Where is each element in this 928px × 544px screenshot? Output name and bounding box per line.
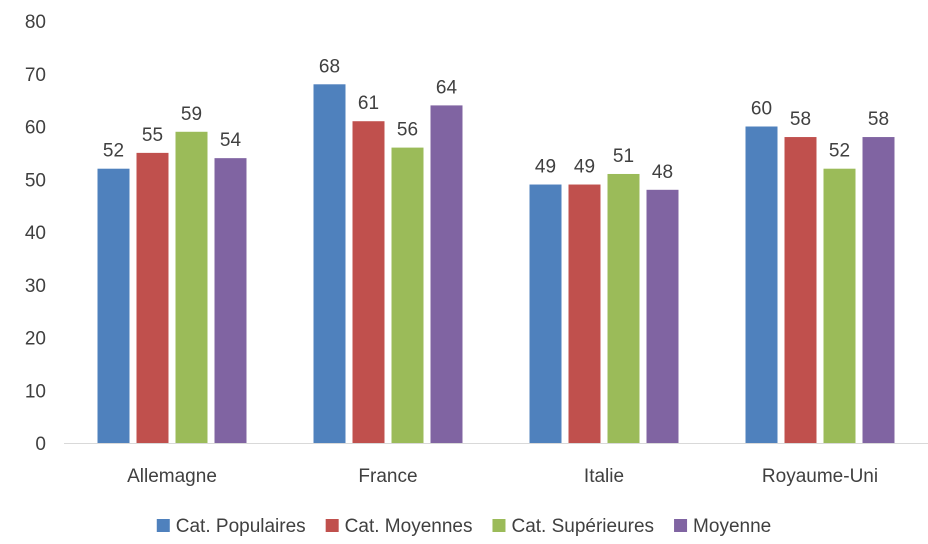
bar [352, 121, 385, 443]
legend-label: Cat. Populaires [176, 516, 306, 537]
bar [529, 184, 562, 443]
data-label: 49 [535, 157, 556, 178]
y-tick-label: 30 [25, 276, 46, 297]
x-axis: Allemagne France Italie Royaume-Uni [64, 443, 928, 487]
data-label: 49 [574, 157, 595, 178]
data-label: 60 [751, 99, 772, 120]
y-tick-label: 0 [35, 434, 46, 455]
bar [313, 84, 346, 444]
data-label: 56 [397, 120, 418, 141]
bar [568, 184, 601, 443]
legend-swatch [325, 519, 339, 532]
data-labels: 52 55 59 54 68 61 56 64 49 49 51 48 60 58 52 58 [103, 56, 889, 183]
bar [823, 168, 856, 443]
x-tick-label: Royaume-Uni [762, 466, 878, 487]
bar [784, 137, 817, 444]
legend-swatch [156, 519, 170, 532]
data-label: 68 [319, 56, 340, 77]
y-tick-label: 80 [25, 12, 46, 33]
y-tick-label: 50 [25, 170, 46, 191]
data-label: 52 [829, 141, 850, 162]
x-tick-label: Italie [584, 466, 624, 487]
legend-swatch [492, 519, 506, 532]
bars [97, 84, 895, 444]
data-label: 59 [181, 104, 202, 125]
bar [214, 158, 247, 443]
data-label: 58 [790, 109, 811, 130]
data-label: 61 [358, 93, 379, 114]
bar [97, 168, 130, 443]
y-tick-label: 60 [25, 118, 46, 139]
y-tick-label: 70 [25, 65, 46, 86]
legend-label: Cat. Supérieures [511, 516, 654, 537]
data-label: 52 [103, 141, 124, 162]
bar [745, 126, 778, 443]
bar [391, 147, 424, 443]
data-label: 64 [436, 77, 458, 98]
data-label: 54 [220, 130, 242, 151]
legend-label: Cat. Moyennes [345, 516, 473, 537]
x-tick-label: Allemagne [127, 466, 217, 487]
y-tick-label: 20 [25, 329, 46, 350]
y-axis: 0 10 20 30 40 50 60 70 80 [25, 12, 46, 455]
data-label: 48 [652, 162, 673, 183]
data-label: 51 [613, 146, 634, 167]
data-label: 58 [868, 109, 889, 130]
bar [607, 173, 640, 443]
x-tick-label: France [358, 466, 417, 487]
legend-label: Moyenne [693, 516, 771, 537]
legend-swatch [674, 519, 688, 532]
bar [175, 131, 208, 443]
legend: Cat. Populaires Cat. Moyennes Cat. Supérie… [156, 516, 771, 537]
bar [430, 105, 463, 444]
data-label: 55 [142, 125, 163, 146]
bar [136, 152, 169, 443]
bar [646, 189, 679, 443]
y-tick-label: 40 [25, 223, 46, 244]
y-tick-label: 10 [25, 381, 46, 402]
bar [862, 137, 895, 444]
